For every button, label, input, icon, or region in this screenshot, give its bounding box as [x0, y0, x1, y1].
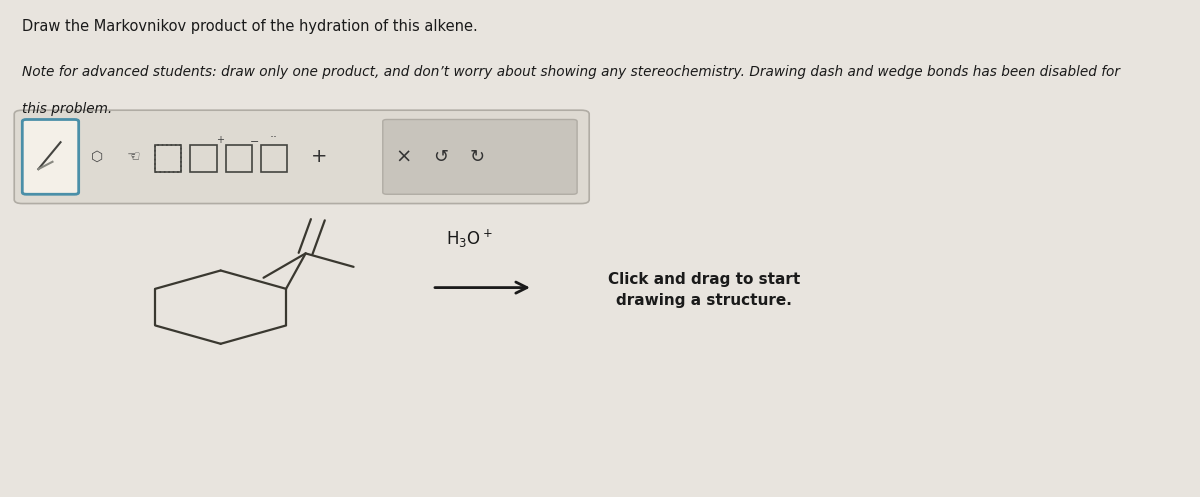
Bar — [155, 145, 181, 171]
Text: H$_3$O$^+$: H$_3$O$^+$ — [446, 228, 493, 250]
Text: this problem.: this problem. — [23, 102, 113, 116]
Text: Note for advanced students: draw only one product, and don’t worry about showing: Note for advanced students: draw only on… — [23, 65, 1121, 79]
Bar — [155, 145, 181, 171]
Text: ×: × — [396, 148, 412, 166]
Text: ··: ·· — [270, 131, 278, 144]
Bar — [226, 145, 252, 171]
Text: −: − — [251, 137, 259, 147]
Text: ⬡: ⬡ — [91, 150, 103, 164]
FancyBboxPatch shape — [23, 119, 79, 194]
FancyBboxPatch shape — [383, 119, 577, 194]
Text: +: + — [311, 148, 328, 166]
Text: Draw the Markovnikov product of the hydration of this alkene.: Draw the Markovnikov product of the hydr… — [23, 19, 478, 34]
Text: ↺: ↺ — [433, 148, 449, 166]
Text: ☜: ☜ — [126, 150, 140, 165]
Bar — [191, 145, 217, 171]
Text: Click and drag to start
drawing a structure.: Click and drag to start drawing a struct… — [608, 272, 800, 308]
Bar — [260, 145, 287, 171]
Text: +: + — [216, 135, 223, 145]
Text: ↻: ↻ — [470, 148, 485, 166]
FancyBboxPatch shape — [14, 110, 589, 204]
